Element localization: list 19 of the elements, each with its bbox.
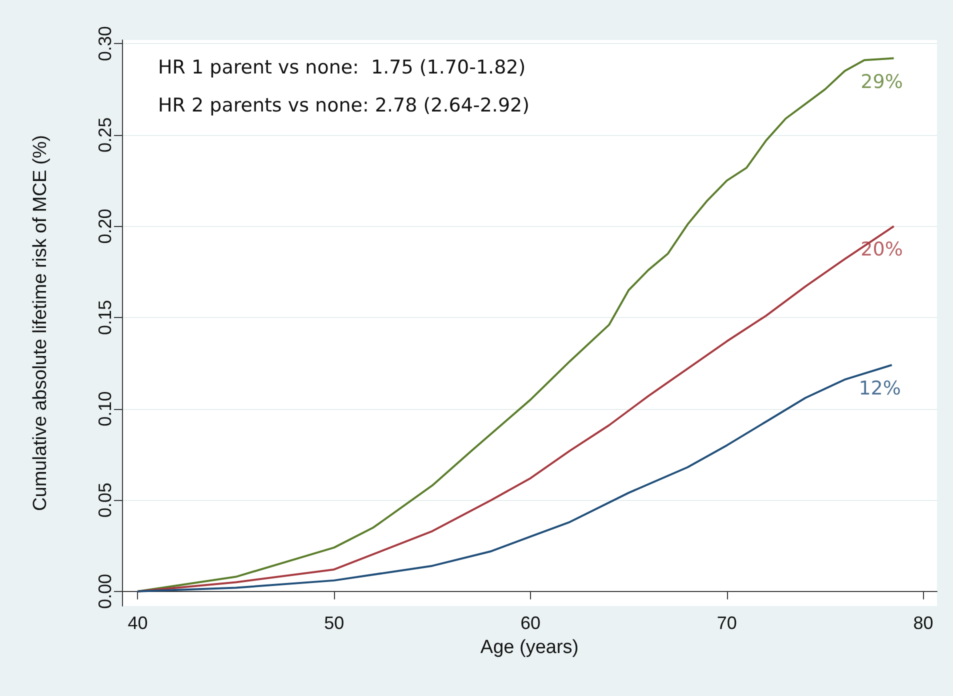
x-tick-label: 40 [128, 613, 148, 633]
y-tick-label: 0.20 [95, 208, 115, 244]
annotation: 20% [860, 238, 903, 261]
y-tick-label: 0.25 [95, 117, 115, 152]
annotation: HR 2 parents vs none: 2.78 (2.64-2.92) [158, 94, 530, 116]
y-axis-title: Cumulative absolute lifetime risk of MCE (%) [30, 135, 51, 511]
y-tick-label: 0.05 [95, 482, 115, 518]
x-tick-label: 60 [520, 613, 540, 633]
x-tick-label: 70 [716, 613, 737, 633]
annotation: HR 1 parent vs none: 1.75 (1.70-1.82) [158, 56, 526, 78]
annotation: 29% [860, 70, 903, 93]
x-tick-label: 80 [913, 613, 934, 633]
x-axis-title: Age (years) [480, 637, 579, 658]
y-tick-label: 0.00 [95, 574, 115, 609]
x-tick-label: 50 [324, 613, 344, 633]
annotation: 12% [858, 377, 901, 400]
y-tick-label: 0.10 [95, 391, 115, 426]
y-tick-label: 0.15 [95, 300, 115, 336]
y-tick-label: 0.30 [95, 26, 115, 62]
